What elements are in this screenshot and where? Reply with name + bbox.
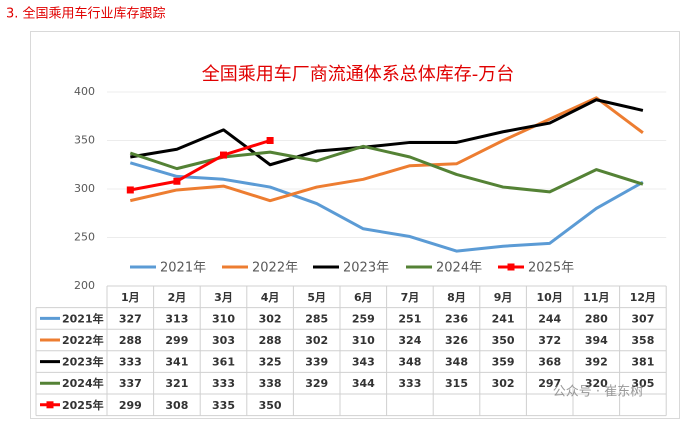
table-value: 313 bbox=[165, 312, 188, 325]
table-value: 302 bbox=[259, 312, 282, 325]
table-value: 368 bbox=[538, 356, 561, 369]
series-line bbox=[129, 144, 644, 194]
table-value: 303 bbox=[212, 334, 235, 347]
table-value: 320 bbox=[585, 377, 608, 390]
table-value: 299 bbox=[165, 334, 188, 347]
x-tick-label: 1月 bbox=[121, 291, 140, 304]
table-value: 358 bbox=[631, 334, 654, 347]
table-value: 350 bbox=[492, 334, 515, 347]
table-value: 333 bbox=[398, 377, 421, 390]
row-label: 2022年 bbox=[62, 333, 104, 347]
point-marker bbox=[220, 151, 227, 159]
heading: 3. 全国乘用车行业库存跟踪 bbox=[6, 6, 166, 22]
row-label: 2023年 bbox=[62, 355, 104, 369]
legend-label: 2025年 bbox=[528, 261, 574, 276]
table-value: 341 bbox=[165, 356, 188, 369]
table-value: 310 bbox=[352, 334, 375, 347]
x-tick-label: 7月 bbox=[401, 291, 420, 304]
x-tick-label: 10月 bbox=[537, 291, 563, 304]
legend-label: 2023年 bbox=[343, 261, 389, 276]
legend-label: 2022年 bbox=[252, 261, 298, 276]
x-tick-label: 8月 bbox=[447, 291, 466, 304]
x-tick-label: 4月 bbox=[261, 291, 280, 304]
table-value: 324 bbox=[398, 334, 421, 347]
table-value: 348 bbox=[445, 356, 468, 369]
x-tick-label: 9月 bbox=[494, 291, 513, 304]
legend-label: 2024年 bbox=[436, 261, 482, 276]
table-value: 381 bbox=[631, 356, 654, 369]
table-value: 288 bbox=[259, 334, 282, 347]
row-label: 2025年 bbox=[62, 398, 104, 412]
chart-frame bbox=[30, 31, 680, 419]
table-value: 305 bbox=[631, 377, 654, 390]
x-tick-label: 12月 bbox=[630, 291, 656, 304]
series-line bbox=[129, 96, 644, 203]
x-tick-label: 3月 bbox=[214, 291, 233, 304]
table-value: 302 bbox=[305, 334, 328, 347]
table-value: 335 bbox=[212, 399, 235, 412]
row-label: 2021年 bbox=[62, 311, 104, 325]
table-value: 285 bbox=[305, 312, 328, 325]
chart-title: 全国乘用车厂商流通体系总体库存-万台 bbox=[202, 64, 515, 85]
y-tick-label: 200 bbox=[74, 279, 95, 292]
table-value: 326 bbox=[445, 334, 468, 347]
table-value: 325 bbox=[259, 356, 282, 369]
y-tick-label: 400 bbox=[74, 85, 95, 98]
y-tick-label: 250 bbox=[74, 231, 95, 244]
y-tick-label: 300 bbox=[74, 182, 95, 195]
table-value: 321 bbox=[165, 377, 188, 390]
table-value: 338 bbox=[259, 377, 282, 390]
legend-label: 2021年 bbox=[160, 261, 206, 276]
table-value: 308 bbox=[165, 399, 188, 412]
table-value: 339 bbox=[305, 356, 328, 369]
table-value: 344 bbox=[352, 377, 375, 390]
table-value: 327 bbox=[119, 312, 142, 325]
table-value: 280 bbox=[585, 312, 608, 325]
table-value: 251 bbox=[398, 312, 421, 325]
watermark: 公众号 · 崔东树 bbox=[553, 384, 643, 400]
table-value: 350 bbox=[259, 399, 282, 412]
table-value: 394 bbox=[585, 334, 608, 347]
row-label: 2024年 bbox=[62, 376, 104, 390]
point-marker bbox=[126, 186, 134, 194]
table-value: 244 bbox=[538, 312, 561, 325]
table-value: 348 bbox=[398, 356, 421, 369]
table-value: 259 bbox=[352, 312, 375, 325]
legend-marker bbox=[507, 263, 515, 271]
x-tick-label: 11月 bbox=[583, 291, 609, 304]
series-line bbox=[130, 98, 644, 167]
table-value: 333 bbox=[212, 377, 235, 390]
table-value: 302 bbox=[492, 377, 515, 390]
x-tick-label: 6月 bbox=[354, 291, 373, 304]
table-value: 241 bbox=[492, 312, 515, 325]
table-value: 361 bbox=[212, 356, 235, 369]
point-marker bbox=[173, 177, 181, 185]
table-value: 236 bbox=[445, 312, 468, 325]
table-value: 333 bbox=[119, 356, 142, 369]
table-value: 307 bbox=[631, 312, 654, 325]
table-key-marker bbox=[46, 401, 54, 409]
y-tick-label: 350 bbox=[74, 134, 95, 147]
table-value: 359 bbox=[492, 356, 515, 369]
table-value: 288 bbox=[119, 334, 142, 347]
table-value: 392 bbox=[585, 356, 608, 369]
x-tick-label: 5月 bbox=[307, 291, 326, 304]
table-value: 310 bbox=[212, 312, 235, 325]
point-marker bbox=[266, 137, 274, 144]
x-tick-label: 2月 bbox=[168, 291, 187, 304]
table-value: 299 bbox=[119, 399, 142, 412]
table-value: 372 bbox=[538, 334, 561, 347]
series-line bbox=[129, 161, 644, 253]
table-value: 297 bbox=[538, 377, 561, 390]
table-value: 329 bbox=[305, 377, 328, 390]
table-value: 337 bbox=[119, 377, 142, 390]
series-line bbox=[130, 139, 271, 192]
table-value: 343 bbox=[352, 356, 375, 369]
table-value: 315 bbox=[445, 377, 468, 390]
